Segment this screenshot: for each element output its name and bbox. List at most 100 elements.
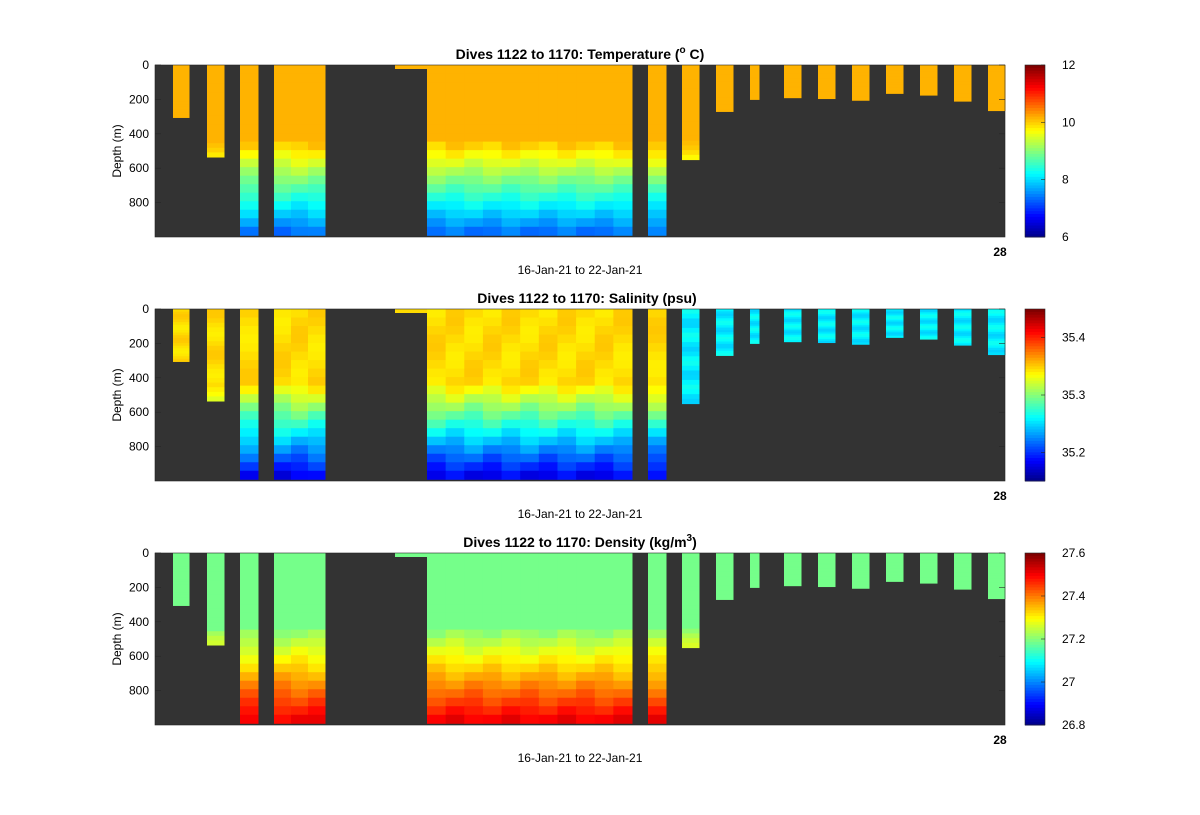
salinity-profile-cell	[648, 445, 667, 455]
density-colorbar-segment	[1025, 707, 1045, 712]
salinity-colorbar-segment	[1025, 466, 1045, 471]
temperature-profile-cell	[427, 133, 447, 143]
temperature-profile-cell	[520, 133, 540, 143]
density-profile-cell	[750, 553, 760, 556]
salinity-profile-cell	[716, 329, 734, 333]
density-dive-column	[818, 553, 836, 588]
salinity-profile-cell	[920, 333, 938, 336]
density-profile-cell	[954, 585, 972, 588]
density-profile-cell	[920, 572, 938, 575]
salinity-dive-column	[207, 309, 225, 402]
salinity-profile-cell	[464, 445, 484, 455]
temperature-profile-cell	[852, 82, 870, 85]
temperature-colorbar-segment	[1025, 148, 1045, 152]
salinity-profile-cell	[291, 309, 309, 319]
temperature-profile-cell	[445, 184, 465, 194]
temperature-profile-cell	[594, 99, 614, 109]
density-profile-cell	[501, 604, 521, 614]
density-profile-cell	[501, 680, 521, 690]
temperature-profile-cell	[920, 84, 938, 87]
salinity-profile-cell	[594, 394, 614, 404]
temperature-profile-cell	[594, 65, 614, 75]
salinity-profile-cell	[818, 330, 836, 333]
density-profile-cell	[682, 623, 700, 630]
salinity-profile-cell	[818, 325, 836, 328]
temperature-dive-column	[207, 65, 225, 158]
density-colorbar-segment	[1025, 587, 1045, 591]
density-profile-cell	[173, 602, 190, 606]
density-profile-cell	[557, 672, 577, 682]
salinity-profile-cell	[682, 323, 700, 329]
temperature-profile-cell	[648, 107, 667, 117]
salinity-colorbar-segment	[1025, 346, 1045, 350]
temperature-profile-cell	[240, 226, 259, 236]
temperature-colorbar-segment	[1025, 136, 1045, 141]
salinity-profile-cell	[482, 411, 503, 421]
temperature-colorbar-segment	[1025, 85, 1045, 89]
density-profile-cell	[613, 706, 633, 716]
salinity-profile-cell	[682, 365, 700, 371]
salinity-profile-cell	[750, 315, 760, 319]
density-profile-cell	[750, 563, 760, 566]
density-profile-cell	[818, 566, 836, 569]
salinity-profile-cell	[818, 310, 836, 313]
temperature-profile-cell	[538, 175, 558, 185]
salinity-profile-cell	[682, 337, 700, 343]
salinity-profile-cell	[538, 402, 558, 412]
temperature-profile-cell	[207, 78, 225, 84]
density-profile-cell	[920, 566, 938, 569]
temperature-profile-cell	[538, 158, 558, 168]
density-profile-cell	[520, 706, 540, 716]
density-profile-cell	[750, 568, 760, 571]
salinity-profile-cell	[613, 334, 633, 344]
temperature-profile-cell	[274, 73, 292, 83]
temperature-surface-strip	[395, 65, 427, 69]
temperature-profile-cell	[920, 89, 938, 92]
temperature-profile-cell	[240, 82, 259, 92]
salinity-profile-cell	[207, 345, 225, 351]
density-profile-cell	[291, 697, 309, 707]
density-profile-cell	[308, 697, 326, 707]
salinity-profile-cell	[750, 324, 760, 327]
salinity-profile-cell	[240, 326, 259, 336]
density-profile-cell	[886, 554, 904, 557]
temperature-profile-cell	[576, 107, 596, 117]
salinity-profile-cell	[716, 334, 734, 338]
temperature-profile-cell	[594, 150, 614, 160]
salinity-profile-cell	[920, 318, 938, 321]
salinity-profile-cell	[464, 351, 484, 361]
temperature-profile-cell	[852, 72, 870, 75]
density-profile-cell	[173, 581, 190, 585]
density-profile-cell	[538, 638, 558, 648]
temperature-profile-cell	[784, 68, 802, 71]
temperature-profile-cell	[291, 150, 309, 160]
density-profile-cell	[501, 672, 521, 682]
salinity-profile-cell	[308, 334, 326, 344]
temperature-profile-cell	[988, 106, 1006, 109]
temperature-profile-cell	[557, 150, 577, 160]
salinity-profile-cell	[482, 402, 503, 412]
density-profile-cell	[173, 594, 190, 599]
density-profile-cell	[682, 553, 700, 559]
salinity-profile-cell	[464, 334, 484, 344]
salinity-profile-cell	[538, 445, 558, 455]
salinity-profile-cell	[716, 315, 734, 319]
salinity-profile-cell	[750, 312, 760, 315]
salinity-profile-cell	[520, 317, 540, 327]
salinity-profile-cell	[557, 351, 577, 361]
density-profile-cell	[538, 612, 558, 622]
salinity-profile-cell	[291, 368, 309, 378]
density-profile-cell	[648, 663, 667, 673]
density-profile-cell	[557, 612, 577, 622]
density-profile-cell	[716, 594, 734, 598]
temperature-profile-cell	[173, 78, 190, 82]
salinity-colorbar-segment	[1025, 317, 1045, 321]
temperature-profile-cell	[716, 104, 734, 108]
temperature-profile-cell	[716, 85, 734, 89]
salinity-colorbar-segment	[1025, 369, 1045, 373]
density-profile-cell	[818, 584, 836, 588]
density-profile-cell	[716, 585, 734, 589]
density-profile-cell	[750, 575, 760, 578]
temperature-dive-column	[988, 65, 1006, 112]
density-profile-cell	[988, 555, 1006, 559]
